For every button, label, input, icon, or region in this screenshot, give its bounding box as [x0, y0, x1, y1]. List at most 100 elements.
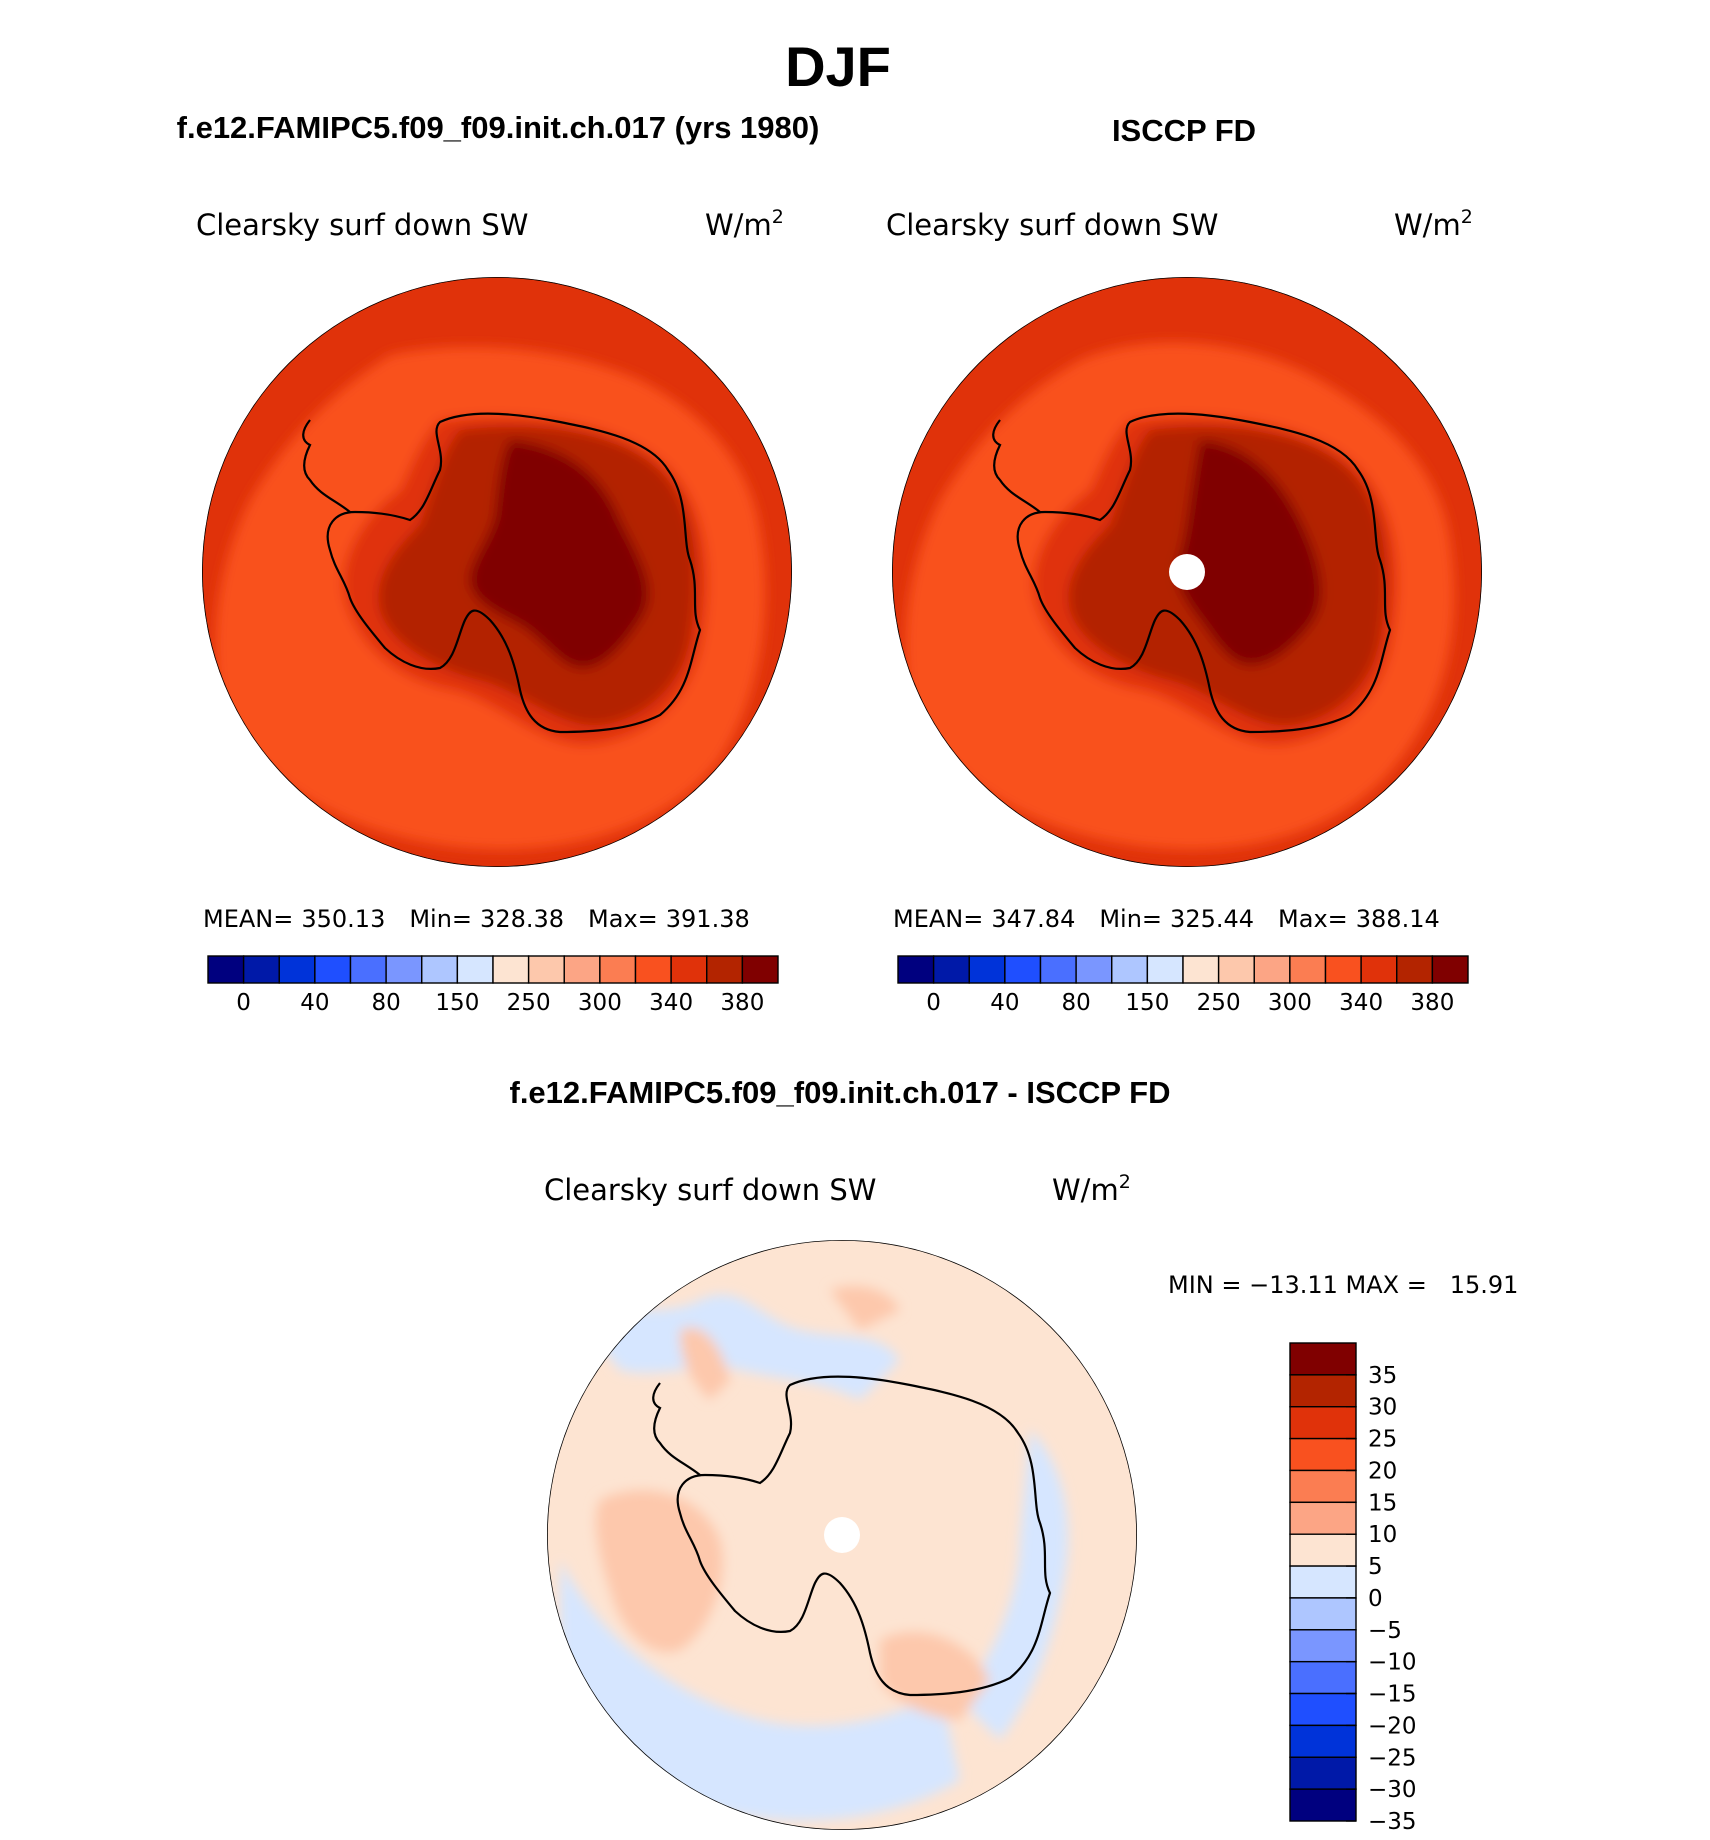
colorbar-tick-label: −5	[1368, 1618, 1402, 1644]
colorbar-tick-label: 20	[1368, 1458, 1397, 1484]
colorbar-swatch	[1289, 1469, 1357, 1504]
colorbar-swatch	[670, 955, 708, 984]
field-band-380	[470, 440, 649, 669]
colorbar-tick-label: 25	[1368, 1427, 1397, 1453]
panel-right: Clearsky surf down SW W/m2 MEAN= 347.84 Mi…	[886, 206, 1482, 1016]
colorbar-swatch	[1289, 1660, 1357, 1695]
units-label: W/m2	[705, 206, 784, 242]
colorbar-swatch	[1289, 1342, 1357, 1376]
colorbar-swatch	[1289, 1597, 1357, 1631]
colorbar-swatch	[1324, 955, 1362, 984]
colorbar-tick-label: 0	[926, 990, 941, 1016]
colorbar-swatch	[599, 955, 637, 984]
colorbar-tick-label: −10	[1368, 1650, 1417, 1676]
colorbar-swatch	[421, 955, 459, 984]
colorbar-swatch	[1289, 1565, 1357, 1599]
colorbar-swatch	[207, 955, 245, 984]
units-label: W/m2	[1052, 1171, 1131, 1207]
colorbar-right: 0 40 80 150 250 300 340 380	[897, 955, 1469, 1016]
colorbar-swatch	[385, 955, 423, 984]
colorbar-swatch	[1075, 955, 1113, 984]
colorbar-swatch	[1253, 955, 1291, 984]
colorbar-tick-label: 80	[1061, 990, 1090, 1016]
variable-label: Clearsky surf down SW	[544, 1173, 876, 1207]
colorbar-tick-label: 250	[507, 990, 551, 1016]
colorbar-swatch	[932, 955, 970, 984]
colorbar-swatch	[492, 955, 530, 984]
colorbar-tick-label: 300	[1268, 990, 1312, 1016]
panel-left-title: f.e12.FAMIPC5.f09_f09.init.ch.017 (yrs 1…	[177, 110, 820, 145]
colorbar-swatch	[456, 955, 494, 984]
map-diff	[547, 1240, 1137, 1830]
colorbar-swatch	[1289, 1374, 1357, 1408]
colorbar-swatch	[1217, 955, 1255, 984]
colorbar-left: 0 40 80 150 250 300 340 380	[207, 955, 779, 1016]
colorbar-tick-label: 5	[1368, 1554, 1383, 1580]
colorbar-swatch	[1289, 1692, 1357, 1727]
colorbar-swatch	[1182, 955, 1220, 984]
panel-right-title: ISCCP FD	[1112, 113, 1256, 148]
colorbar-tick-label: −15	[1368, 1682, 1417, 1708]
colorbar-tick-label: −30	[1368, 1777, 1417, 1803]
units-label: W/m2	[1394, 206, 1473, 242]
colorbar-swatch	[314, 955, 352, 984]
colorbar-tick-label: −25	[1368, 1745, 1417, 1771]
colorbar-tick-label: 150	[435, 990, 479, 1016]
variable-label: Clearsky surf down SW	[196, 208, 528, 242]
colorbar-swatch	[1146, 955, 1184, 984]
colorbar-tick-label: 380	[720, 990, 764, 1016]
colorbar-swatch	[897, 955, 935, 984]
colorbar-tick-label: 380	[1410, 990, 1454, 1016]
colorbar-swatch	[741, 955, 779, 984]
colorbar-swatch	[242, 955, 280, 984]
colorbar-tick-label: 150	[1125, 990, 1169, 1016]
colorbar-tick-label: 15	[1368, 1490, 1397, 1516]
colorbar-tick-label: 340	[1339, 990, 1383, 1016]
colorbar-swatch	[1396, 955, 1434, 984]
colorbar-tick-label: 35	[1368, 1363, 1397, 1389]
colorbar-swatch	[634, 955, 672, 984]
colorbar-swatch	[1289, 1406, 1357, 1440]
colorbar-swatch	[1289, 1724, 1357, 1758]
colorbar-swatch	[1004, 955, 1042, 984]
figure-title: DJF	[785, 35, 891, 98]
colorbar-tick-label: 80	[371, 990, 400, 1016]
colorbar-swatch	[1289, 1756, 1357, 1790]
colorbar-swatch	[1289, 1629, 1357, 1663]
colorbar-swatch	[527, 955, 565, 984]
coastline	[302, 412, 702, 734]
colorbar-diff: 35 30 25 20 15 10 5 0 −5 −10 −15 −20 −25 −30 −35	[1289, 1342, 1417, 1835]
colorbar-tick-label: 0	[236, 990, 251, 1016]
panel-left: Clearsky surf down SW W/m2 MEAN= 350.13 Mi…	[196, 206, 792, 1016]
colorbar-tick-label: 0	[1368, 1586, 1383, 1612]
colorbar-tick-label: 40	[300, 990, 329, 1016]
colorbar-tick-label: −35	[1368, 1809, 1417, 1835]
colorbar-swatch	[278, 955, 316, 984]
colorbar-swatch	[968, 955, 1006, 984]
missing-data-pole	[1169, 554, 1205, 590]
negative-region	[560, 1560, 960, 1821]
map-right	[892, 277, 1482, 867]
colorbar-swatch	[706, 955, 744, 984]
colorbar-swatch	[1431, 955, 1469, 984]
colorbar-swatch	[1289, 955, 1327, 984]
colorbar-tick-label: 300	[578, 990, 622, 1016]
colorbar-tick-label: 340	[649, 990, 693, 1016]
colorbar-tick-label: −20	[1368, 1713, 1417, 1739]
variable-label: Clearsky surf down SW	[886, 208, 1218, 242]
colorbar-tick-label: 30	[1368, 1395, 1397, 1421]
colorbar-tick-label: 10	[1368, 1522, 1397, 1548]
stats-line: MEAN= 350.13 Min= 328.38 Max= 391.38	[203, 905, 750, 933]
colorbar-swatch	[1289, 1533, 1357, 1567]
colorbar-tick-label: 250	[1197, 990, 1241, 1016]
stats-line: MEAN= 347.84 Min= 325.44 Max= 388.14	[893, 905, 1440, 933]
colorbar-swatch	[1360, 955, 1398, 984]
panel-diff-title: f.e12.FAMIPC5.f09_f09.init.ch.017 - ISCC…	[510, 1075, 1171, 1110]
colorbar-swatch	[563, 955, 601, 984]
stats-line: MIN = −13.11 MAX = 15.91	[1168, 1271, 1518, 1299]
map-left	[202, 277, 792, 867]
colorbar-tick-label: 40	[990, 990, 1019, 1016]
colorbar-swatch	[1289, 1788, 1357, 1822]
colorbar-swatch	[1289, 1501, 1357, 1535]
